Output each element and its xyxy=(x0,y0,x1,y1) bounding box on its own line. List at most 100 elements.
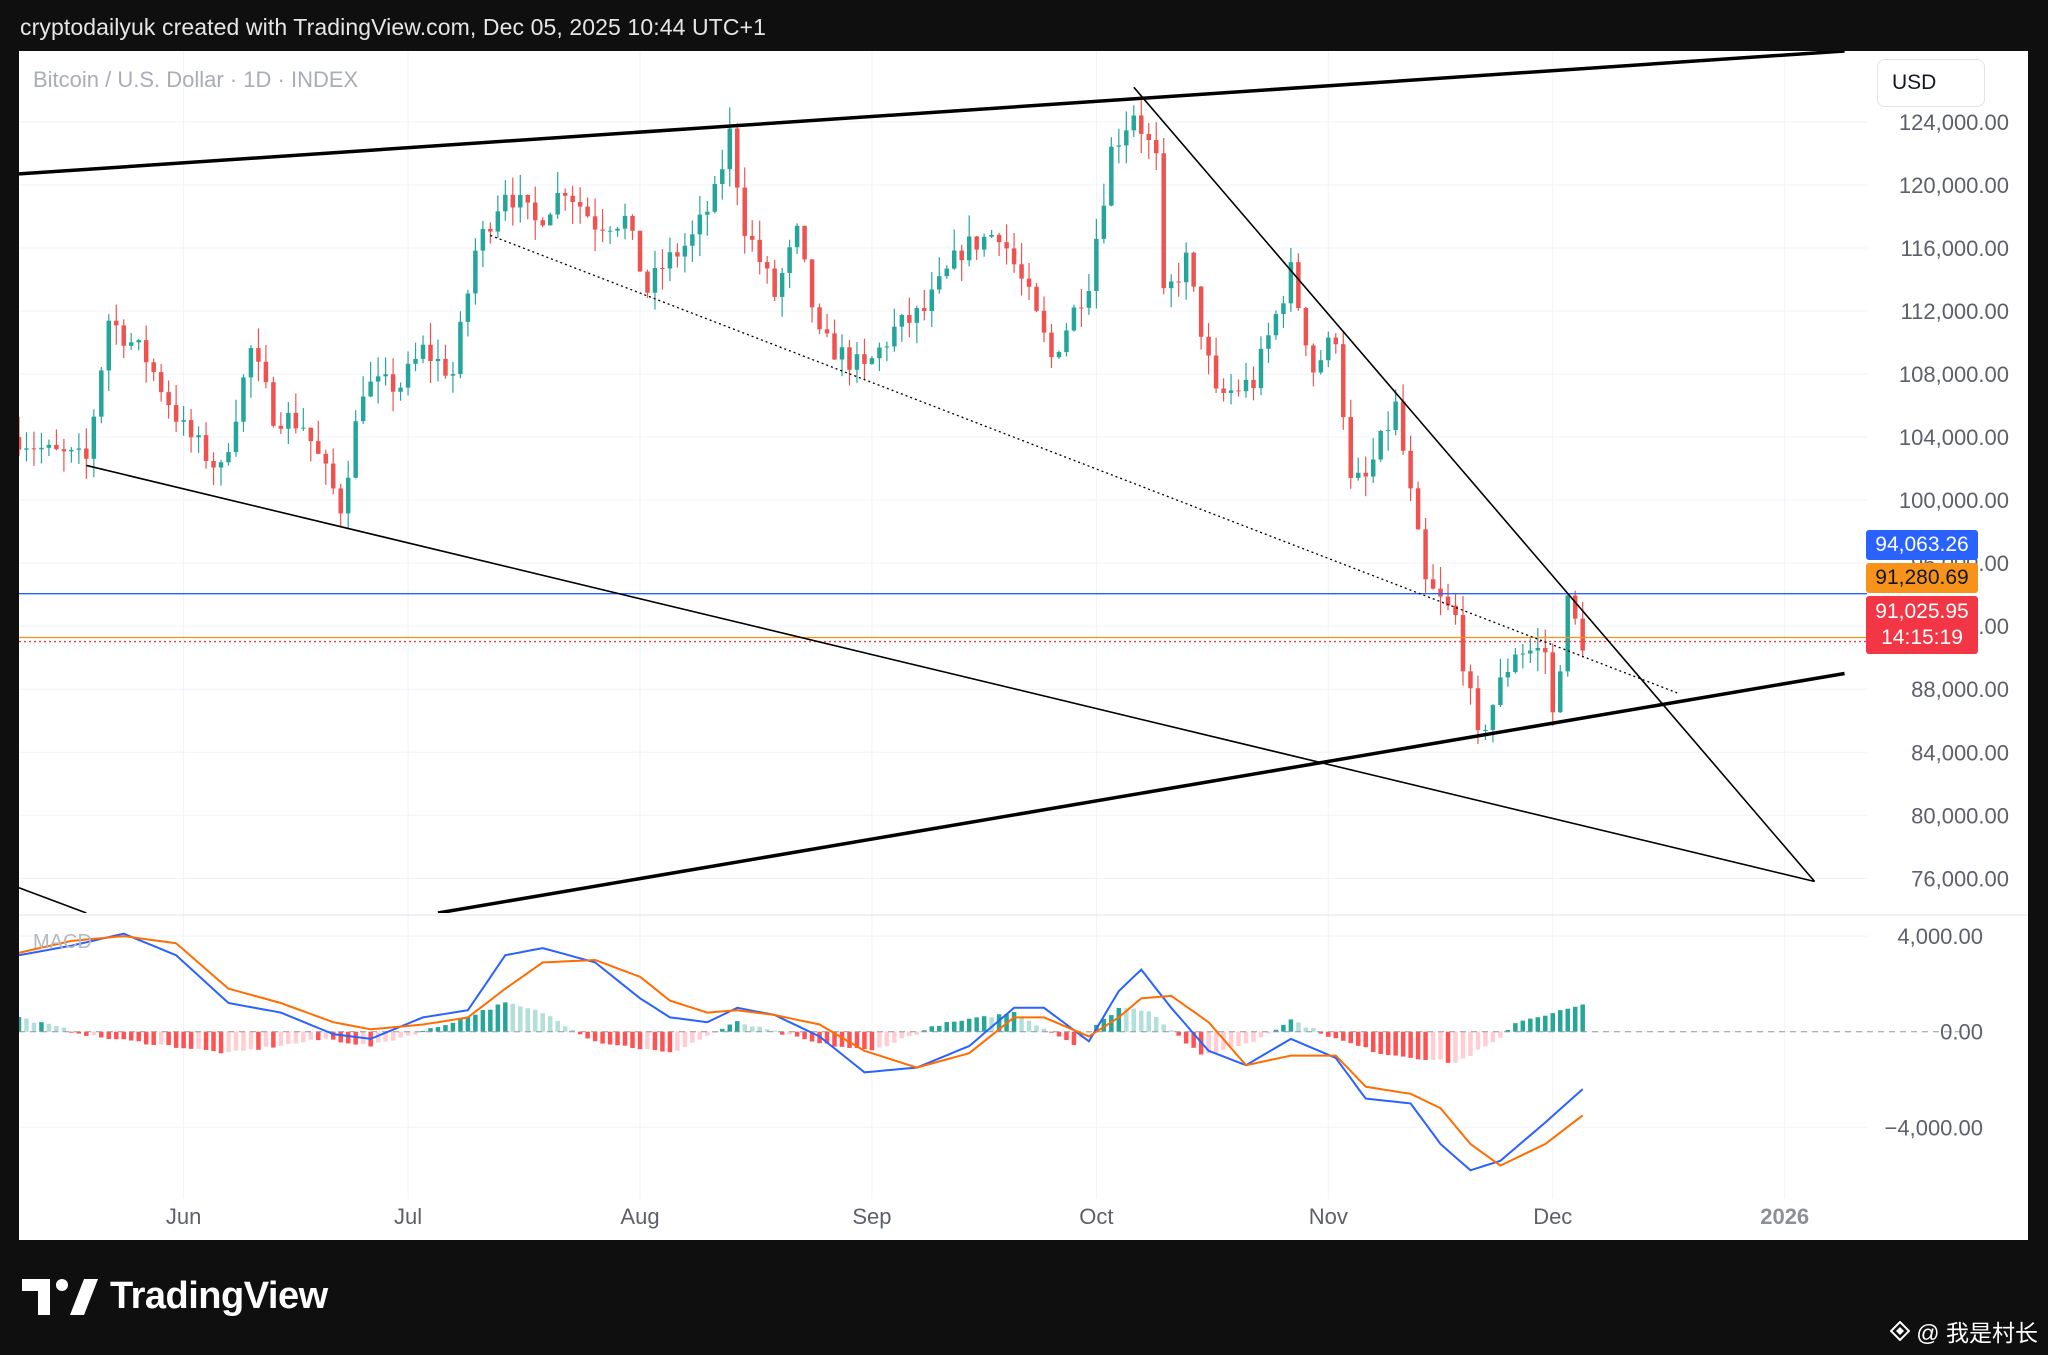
price-axis-label: 76,000.00 xyxy=(1911,866,2009,891)
macd-histogram-bar xyxy=(660,1031,665,1052)
candle-body xyxy=(443,358,448,376)
candle-body xyxy=(450,374,456,376)
time-axis-label: Dec xyxy=(1533,1204,1572,1229)
macd-histogram-bar xyxy=(839,1031,845,1047)
candle-body xyxy=(832,333,837,360)
candle-body xyxy=(1131,115,1137,131)
candle-body xyxy=(518,194,523,208)
candle-body xyxy=(1311,345,1316,373)
macd-histogram-bar xyxy=(1498,1031,1503,1038)
candle-body xyxy=(869,358,875,364)
candle-body xyxy=(787,247,792,274)
candle-body xyxy=(1385,430,1391,432)
candle-body xyxy=(263,361,269,383)
macd-histogram-bar xyxy=(1153,1016,1159,1032)
macd-histogram-bar xyxy=(720,1028,725,1032)
macd-histogram-bar xyxy=(1475,1031,1481,1050)
candle-body xyxy=(1303,308,1309,346)
candle-body xyxy=(1326,337,1331,361)
candle-body xyxy=(345,477,351,514)
candle-body xyxy=(1543,647,1548,653)
macd-histogram-bar xyxy=(1049,1031,1054,1033)
candle-body xyxy=(1101,205,1107,239)
macd-histogram-bar xyxy=(510,1003,516,1032)
macd-histogram-bar xyxy=(1258,1031,1264,1038)
macd-histogram-bar xyxy=(1296,1022,1301,1032)
macd-histogram-bar xyxy=(143,1031,149,1045)
macd-histogram-bar xyxy=(473,1014,478,1032)
price-axis-label: 100,000.00 xyxy=(1899,488,2009,513)
macd-histogram-bar xyxy=(1423,1031,1428,1060)
candle-body xyxy=(241,377,246,422)
time-axis-label: Oct xyxy=(1079,1204,1113,1229)
macd-histogram-bar xyxy=(1228,1031,1234,1047)
candle-body xyxy=(1056,352,1062,358)
macd-histogram-bar xyxy=(652,1031,658,1051)
candle-body xyxy=(951,250,957,269)
macd-histogram-bar xyxy=(24,1018,29,1032)
macd-histogram-bar xyxy=(405,1031,411,1036)
candle-body xyxy=(1565,595,1570,672)
last-price-tag: 91,025.95 14:15:19 xyxy=(1866,596,1978,654)
macd-histogram-bar xyxy=(914,1031,920,1035)
candle-body xyxy=(1400,401,1406,451)
candle-body xyxy=(1318,360,1324,373)
macd-histogram-bar xyxy=(1236,1031,1241,1046)
macd-histogram-bar xyxy=(465,1016,471,1032)
candle-body xyxy=(1445,596,1451,606)
candle-body xyxy=(892,326,897,347)
candle-body xyxy=(398,387,403,392)
candle-body xyxy=(316,441,321,454)
chart-panel[interactable]: 76,000.0080,000.0084,000.0088,000.0092,0… xyxy=(19,51,2028,1240)
tradingview-logo-icon xyxy=(22,1278,98,1315)
candle-body xyxy=(218,462,224,468)
candle-body xyxy=(128,342,134,346)
candle-body xyxy=(248,348,254,378)
macd-histogram-bar xyxy=(667,1031,673,1053)
candle-body xyxy=(323,453,328,464)
macd-histogram-bar xyxy=(1363,1031,1368,1048)
macd-histogram-bar xyxy=(390,1031,396,1041)
candle-body xyxy=(884,346,890,348)
tradingview-brand[interactable]: TradingView xyxy=(22,1275,328,1318)
candle-body xyxy=(1408,450,1413,489)
trendline xyxy=(19,887,87,913)
candle-body xyxy=(405,363,411,388)
macd-histogram-bar xyxy=(226,1031,231,1052)
macd-histogram-bar xyxy=(196,1031,201,1049)
macd-histogram-bar xyxy=(181,1031,186,1049)
candle-body xyxy=(54,444,59,450)
macd-histogram-bar xyxy=(1019,1017,1024,1032)
macd-histogram-bar xyxy=(1131,1008,1137,1032)
candle-body xyxy=(1513,654,1518,673)
macd-histogram-bar xyxy=(263,1031,269,1047)
macd-histogram-bar xyxy=(203,1031,209,1050)
currency-selector[interactable]: USD xyxy=(1877,59,1985,107)
candle-body xyxy=(308,427,314,442)
candle-body xyxy=(1498,677,1503,706)
macd-histogram-bar xyxy=(1370,1031,1376,1053)
candle-body xyxy=(458,321,463,375)
candle-body xyxy=(1243,379,1249,392)
macd-histogram-bar xyxy=(697,1031,703,1040)
macd-histogram-bar xyxy=(585,1031,590,1039)
candle-body xyxy=(862,354,867,364)
candle-body xyxy=(772,268,777,297)
candle-body xyxy=(1520,653,1526,655)
candle-body xyxy=(1236,390,1241,392)
macd-histogram-bar xyxy=(802,1031,807,1040)
candle-body xyxy=(712,184,718,212)
macd-histogram-bar xyxy=(1490,1031,1496,1043)
chart-canvas[interactable]: 76,000.0080,000.0084,000.0088,000.0092,0… xyxy=(19,51,2028,1240)
candle-body xyxy=(338,488,343,514)
macd-histogram-bar xyxy=(547,1016,553,1032)
macd-histogram-bar xyxy=(316,1031,321,1041)
macd-histogram-bar xyxy=(1176,1031,1181,1036)
candle-body xyxy=(1273,313,1279,336)
macd-histogram-bar xyxy=(278,1031,284,1046)
candle-body xyxy=(1011,248,1017,265)
candle-body xyxy=(1505,672,1511,678)
macd-histogram-bar xyxy=(121,1031,126,1040)
candle-body xyxy=(577,202,583,207)
macd-histogram-bar xyxy=(907,1031,912,1037)
